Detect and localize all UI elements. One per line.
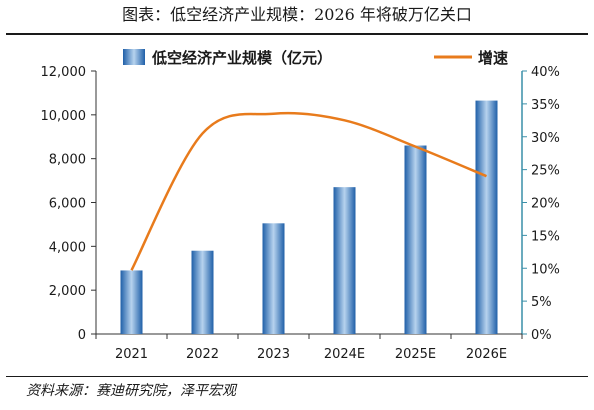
x-tick-label: 2021 bbox=[115, 347, 148, 362]
source-note: 资料来源：赛迪研究院，泽平宏观 bbox=[26, 383, 236, 399]
left-tick-label: 0 bbox=[78, 328, 86, 343]
source-divider bbox=[6, 376, 588, 377]
x-tick-label: 2025E bbox=[395, 347, 436, 362]
bar-2022 bbox=[191, 250, 214, 334]
left-tick-label: 10,000 bbox=[41, 109, 87, 124]
growth-line bbox=[130, 111, 487, 271]
legend-line-label: 增速 bbox=[478, 49, 508, 67]
right-tick-label: 10% bbox=[531, 262, 560, 277]
x-tick-label: 2024E bbox=[324, 347, 365, 362]
right-tick-label: 15% bbox=[531, 229, 560, 244]
left-tick-label: 12,000 bbox=[41, 65, 87, 80]
x-tick-label: 2022 bbox=[186, 347, 219, 362]
right-tick-label: 25% bbox=[531, 164, 560, 179]
right-tick-label: 20% bbox=[531, 197, 560, 212]
line-series bbox=[130, 111, 487, 271]
left-tick-label: 8,000 bbox=[49, 153, 86, 168]
x-tick-label: 2023 bbox=[257, 347, 290, 362]
right-tick-label: 0% bbox=[531, 328, 552, 343]
title-divider bbox=[6, 33, 588, 35]
chart-title: 图表：低空经济产业规模：2026 年将破万亿关口 bbox=[122, 5, 472, 24]
right-tick-label: 5% bbox=[531, 295, 552, 310]
bar-2025E bbox=[404, 145, 427, 334]
left-tick-label: 4,000 bbox=[49, 240, 86, 255]
right-tick-label: 40% bbox=[531, 65, 560, 80]
right-tick-label: 35% bbox=[531, 98, 560, 113]
bar-series bbox=[120, 100, 498, 335]
growth-chart: 0 2,000 4,000 6,000 8,000 10,000 12,000 0% 5% 10%… bbox=[41, 49, 560, 362]
left-tick-label: 6,000 bbox=[49, 197, 86, 212]
bar-2023 bbox=[262, 223, 285, 334]
legend-bar-label: 低空经济产业规模（亿元） bbox=[151, 49, 332, 67]
bar-2021 bbox=[120, 270, 143, 334]
left-tick-label: 2,000 bbox=[49, 284, 86, 299]
legend: 低空经济产业规模（亿元） 增速 bbox=[123, 49, 508, 67]
bar-2026E bbox=[475, 100, 498, 335]
x-tick-label: 2026E bbox=[466, 347, 507, 362]
bar-2024E bbox=[333, 187, 356, 334]
axes: 0 2,000 4,000 6,000 8,000 10,000 12,000 0% 5% 10%… bbox=[41, 65, 560, 362]
right-tick-label: 30% bbox=[531, 131, 560, 146]
legend-bar-swatch bbox=[123, 49, 145, 65]
